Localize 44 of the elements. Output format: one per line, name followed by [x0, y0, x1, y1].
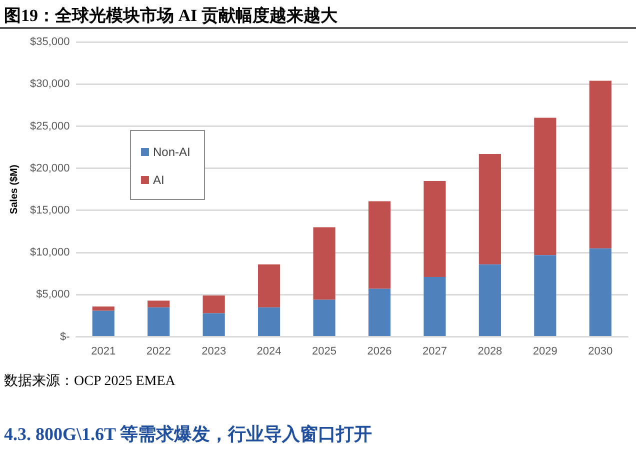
y-tick-label: $-	[60, 330, 70, 343]
x-tick-label: 2021	[91, 345, 116, 358]
x-tick-label: 2028	[478, 345, 502, 358]
y-tick-label: $30,000	[30, 78, 70, 90]
y-axis-title: Sales ($M)	[8, 164, 20, 214]
x-tick-label: 2030	[588, 345, 613, 358]
source-note: 数据来源：OCP 2025 EMEA	[4, 372, 176, 390]
bar	[424, 277, 446, 336]
x-tick-label: 2023	[202, 345, 226, 358]
legend-label: AI	[153, 173, 164, 187]
y-tick-label: $10,000	[30, 246, 70, 259]
y-tick-label: $5,000	[36, 288, 70, 301]
bar	[148, 300, 170, 308]
bar	[92, 310, 114, 336]
x-tick-label: 2029	[532, 345, 558, 358]
x-tick-label: 2027	[422, 345, 447, 358]
bar	[534, 255, 556, 336]
bar	[478, 264, 501, 336]
bar	[313, 227, 336, 300]
bar	[478, 154, 501, 264]
x-tick-label: 2022	[146, 345, 171, 358]
bar	[313, 300, 336, 336]
bar	[258, 264, 280, 308]
bar	[368, 288, 391, 336]
x-tick-label: 2026	[367, 345, 392, 358]
x-tick-label: 2025	[312, 345, 337, 358]
y-tick-label: $25,000	[30, 120, 70, 132]
bar	[424, 180, 446, 277]
bar	[534, 118, 556, 256]
legend-label: Non-AI	[153, 145, 190, 159]
y-tick-label: $35,000	[30, 36, 70, 48]
bar	[92, 306, 114, 311]
chart-title: 图19：全球光模块市场 AI 贡献幅度越来越大	[4, 5, 338, 27]
bar	[258, 307, 280, 336]
bar	[589, 248, 612, 336]
y-tick-label: $20,000	[30, 162, 70, 174]
x-tick-label: 2024	[256, 345, 282, 358]
bar	[368, 201, 391, 289]
bar	[148, 307, 170, 336]
bar	[589, 80, 612, 248]
text: 4.3. 800G\1.6T 等需求爆发，行业导入窗口打开	[4, 423, 372, 446]
y-tick-label: $15,000	[30, 204, 70, 216]
bar	[202, 313, 225, 336]
bar	[202, 296, 225, 314]
